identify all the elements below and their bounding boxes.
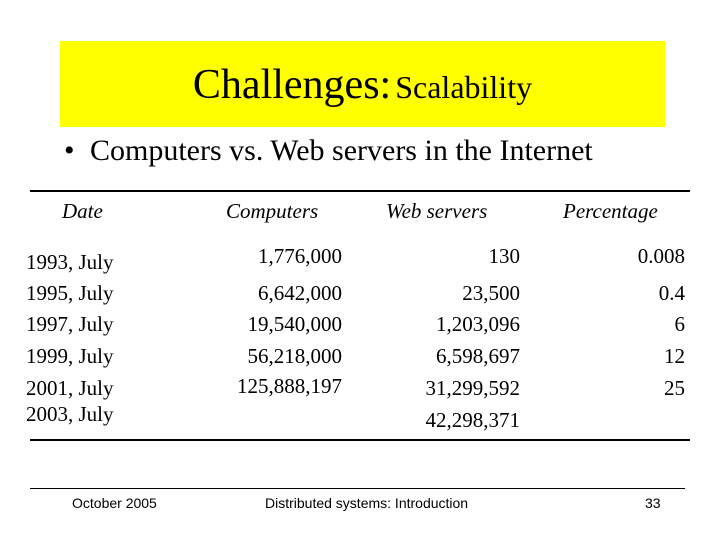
header-computers: Computers: [226, 199, 319, 223]
slide-title-main: Challenges:: [192, 62, 392, 108]
footer-course: Distributed systems: Introduction: [265, 495, 469, 511]
bullet-text: Computers vs. Web servers in the Interne…: [90, 134, 593, 167]
footer-date: October 2005: [72, 495, 157, 511]
header-date: Date: [62, 199, 103, 223]
percentage-cell: 12: [664, 344, 685, 368]
date-cell: 1995, July: [26, 281, 114, 305]
date-cell: 1999, July: [26, 344, 114, 368]
web-servers-cell: 42,298,371: [425, 408, 521, 432]
table-bottom-rule: [30, 439, 690, 441]
computers-cell: 56,218,000: [247, 344, 343, 368]
bullet-icon: •: [64, 134, 75, 167]
computers-cell: 1,776,000: [258, 244, 342, 268]
date-cell: 2003, July: [26, 402, 114, 426]
percentage-cell: 0.4: [658, 281, 685, 305]
web-servers-cell: 1,203,096: [436, 312, 520, 336]
percentage-cell: 25: [664, 376, 685, 400]
web-servers-cell: 23,500: [462, 281, 520, 305]
computers-cell: 125,888,197: [237, 374, 342, 398]
header-percentage: Percentage: [563, 199, 658, 223]
percentage-cell: 0.008: [637, 244, 685, 268]
date-cell: 2001, July: [26, 376, 114, 400]
date-cell: 1993, July: [26, 250, 114, 274]
web-servers-cell: 31,299,592: [425, 376, 521, 400]
web-servers-cell: 6,598,697: [436, 344, 520, 368]
title-band: Challenges: Scalability: [60, 41, 665, 127]
computers-cell: 19,540,000: [247, 312, 343, 336]
date-cell: 1997, July: [26, 312, 114, 336]
slide-title-sub: Scalability: [395, 69, 533, 105]
bullet-point: • Computers vs. Web servers in the Intern…: [64, 130, 593, 172]
footer-divider: [30, 488, 685, 489]
web-servers-cell: 130: [488, 244, 521, 268]
table-top-rule: [30, 190, 690, 192]
computers-cell: 6,642,000: [258, 281, 342, 305]
footer-page-number: 33: [645, 495, 661, 511]
slide-title: Challenges: Scalability: [60, 59, 665, 120]
percentage-cell: 6: [674, 312, 686, 336]
header-web-servers: Web servers: [386, 199, 488, 223]
